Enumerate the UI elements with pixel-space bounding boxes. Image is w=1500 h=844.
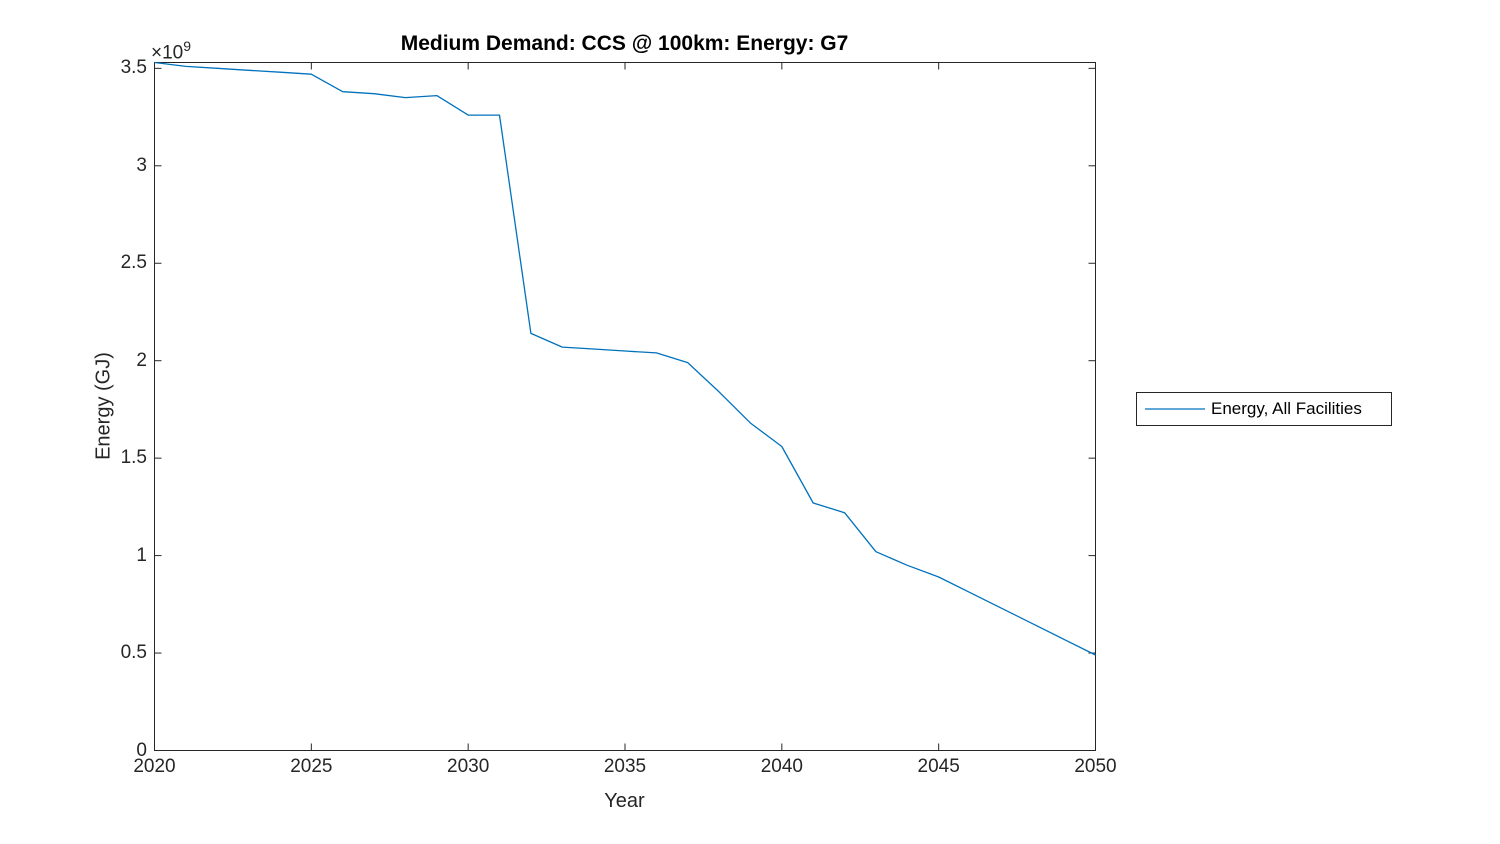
- y-tick-label: 0: [136, 739, 147, 761]
- x-tick-label: 2020: [133, 756, 176, 777]
- legend-line-sample-icon: [1145, 408, 1205, 410]
- x-axis-label: Year: [604, 790, 645, 812]
- y-tick-label: 3: [136, 154, 147, 176]
- axes-box: [154, 62, 1096, 751]
- y-tick-label: 1.5: [120, 447, 147, 469]
- y-axis-exponent: ×109: [151, 38, 191, 64]
- y-tick-label: 3.5: [120, 57, 147, 79]
- y-tick-label: 1: [136, 544, 147, 566]
- y-tick-label: 2: [136, 349, 147, 371]
- energy-series-line: [154, 61, 1096, 656]
- chart-title: Medium Demand: CCS @ 100km: Energy: G7: [400, 32, 849, 55]
- legend: Energy, All Facilities: [1136, 392, 1392, 426]
- x-tick-label: 2025: [290, 756, 333, 777]
- y-exponent-power: 9: [183, 38, 192, 54]
- x-tick-label: 2045: [917, 756, 960, 777]
- y-tick-label: 2.5: [120, 252, 147, 274]
- y-tick-label: 0.5: [120, 642, 147, 664]
- y-exponent-base: ×10: [151, 42, 184, 64]
- legend-entry-label: Energy, All Facilities: [1211, 399, 1362, 418]
- x-tick-label: 2035: [603, 756, 647, 777]
- x-tick-label: 2040: [760, 756, 803, 777]
- x-tick-label: 2030: [447, 756, 490, 777]
- x-tick-label: 2050: [1074, 756, 1117, 777]
